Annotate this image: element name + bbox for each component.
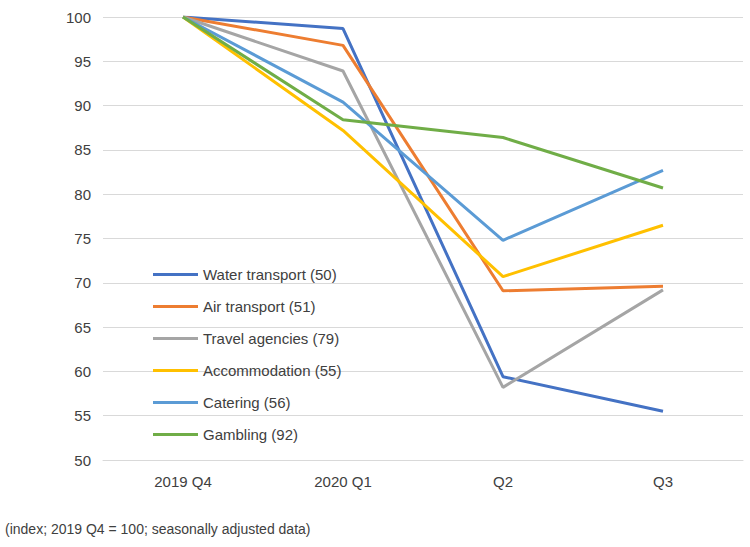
svg-text:60: 60 xyxy=(74,363,91,380)
svg-text:Catering (56): Catering (56) xyxy=(203,394,291,411)
svg-text:55: 55 xyxy=(74,407,91,424)
svg-text:2020 Q1: 2020 Q1 xyxy=(314,473,372,490)
svg-text:80: 80 xyxy=(74,186,91,203)
svg-text:95: 95 xyxy=(74,53,91,70)
svg-text:100: 100 xyxy=(66,9,91,26)
svg-text:Water transport (50): Water transport (50) xyxy=(203,266,337,283)
svg-text:Q2: Q2 xyxy=(493,473,513,490)
svg-text:Travel agencies (79): Travel agencies (79) xyxy=(203,330,339,347)
svg-text:85: 85 xyxy=(74,141,91,158)
svg-text:2019 Q4: 2019 Q4 xyxy=(154,473,212,490)
svg-text:75: 75 xyxy=(74,230,91,247)
svg-text:70: 70 xyxy=(74,274,91,291)
svg-text:50: 50 xyxy=(74,452,91,469)
svg-text:(index; 2019 Q4 = 100; seasona: (index; 2019 Q4 = 100; seasonally adjust… xyxy=(5,521,310,537)
svg-text:Air transport (51): Air transport (51) xyxy=(203,298,316,315)
svg-text:90: 90 xyxy=(74,97,91,114)
svg-text:65: 65 xyxy=(74,319,91,336)
svg-text:Accommodation (55): Accommodation (55) xyxy=(203,362,341,379)
svg-text:Gambling (92): Gambling (92) xyxy=(203,426,298,443)
svg-text:Q3: Q3 xyxy=(653,473,673,490)
